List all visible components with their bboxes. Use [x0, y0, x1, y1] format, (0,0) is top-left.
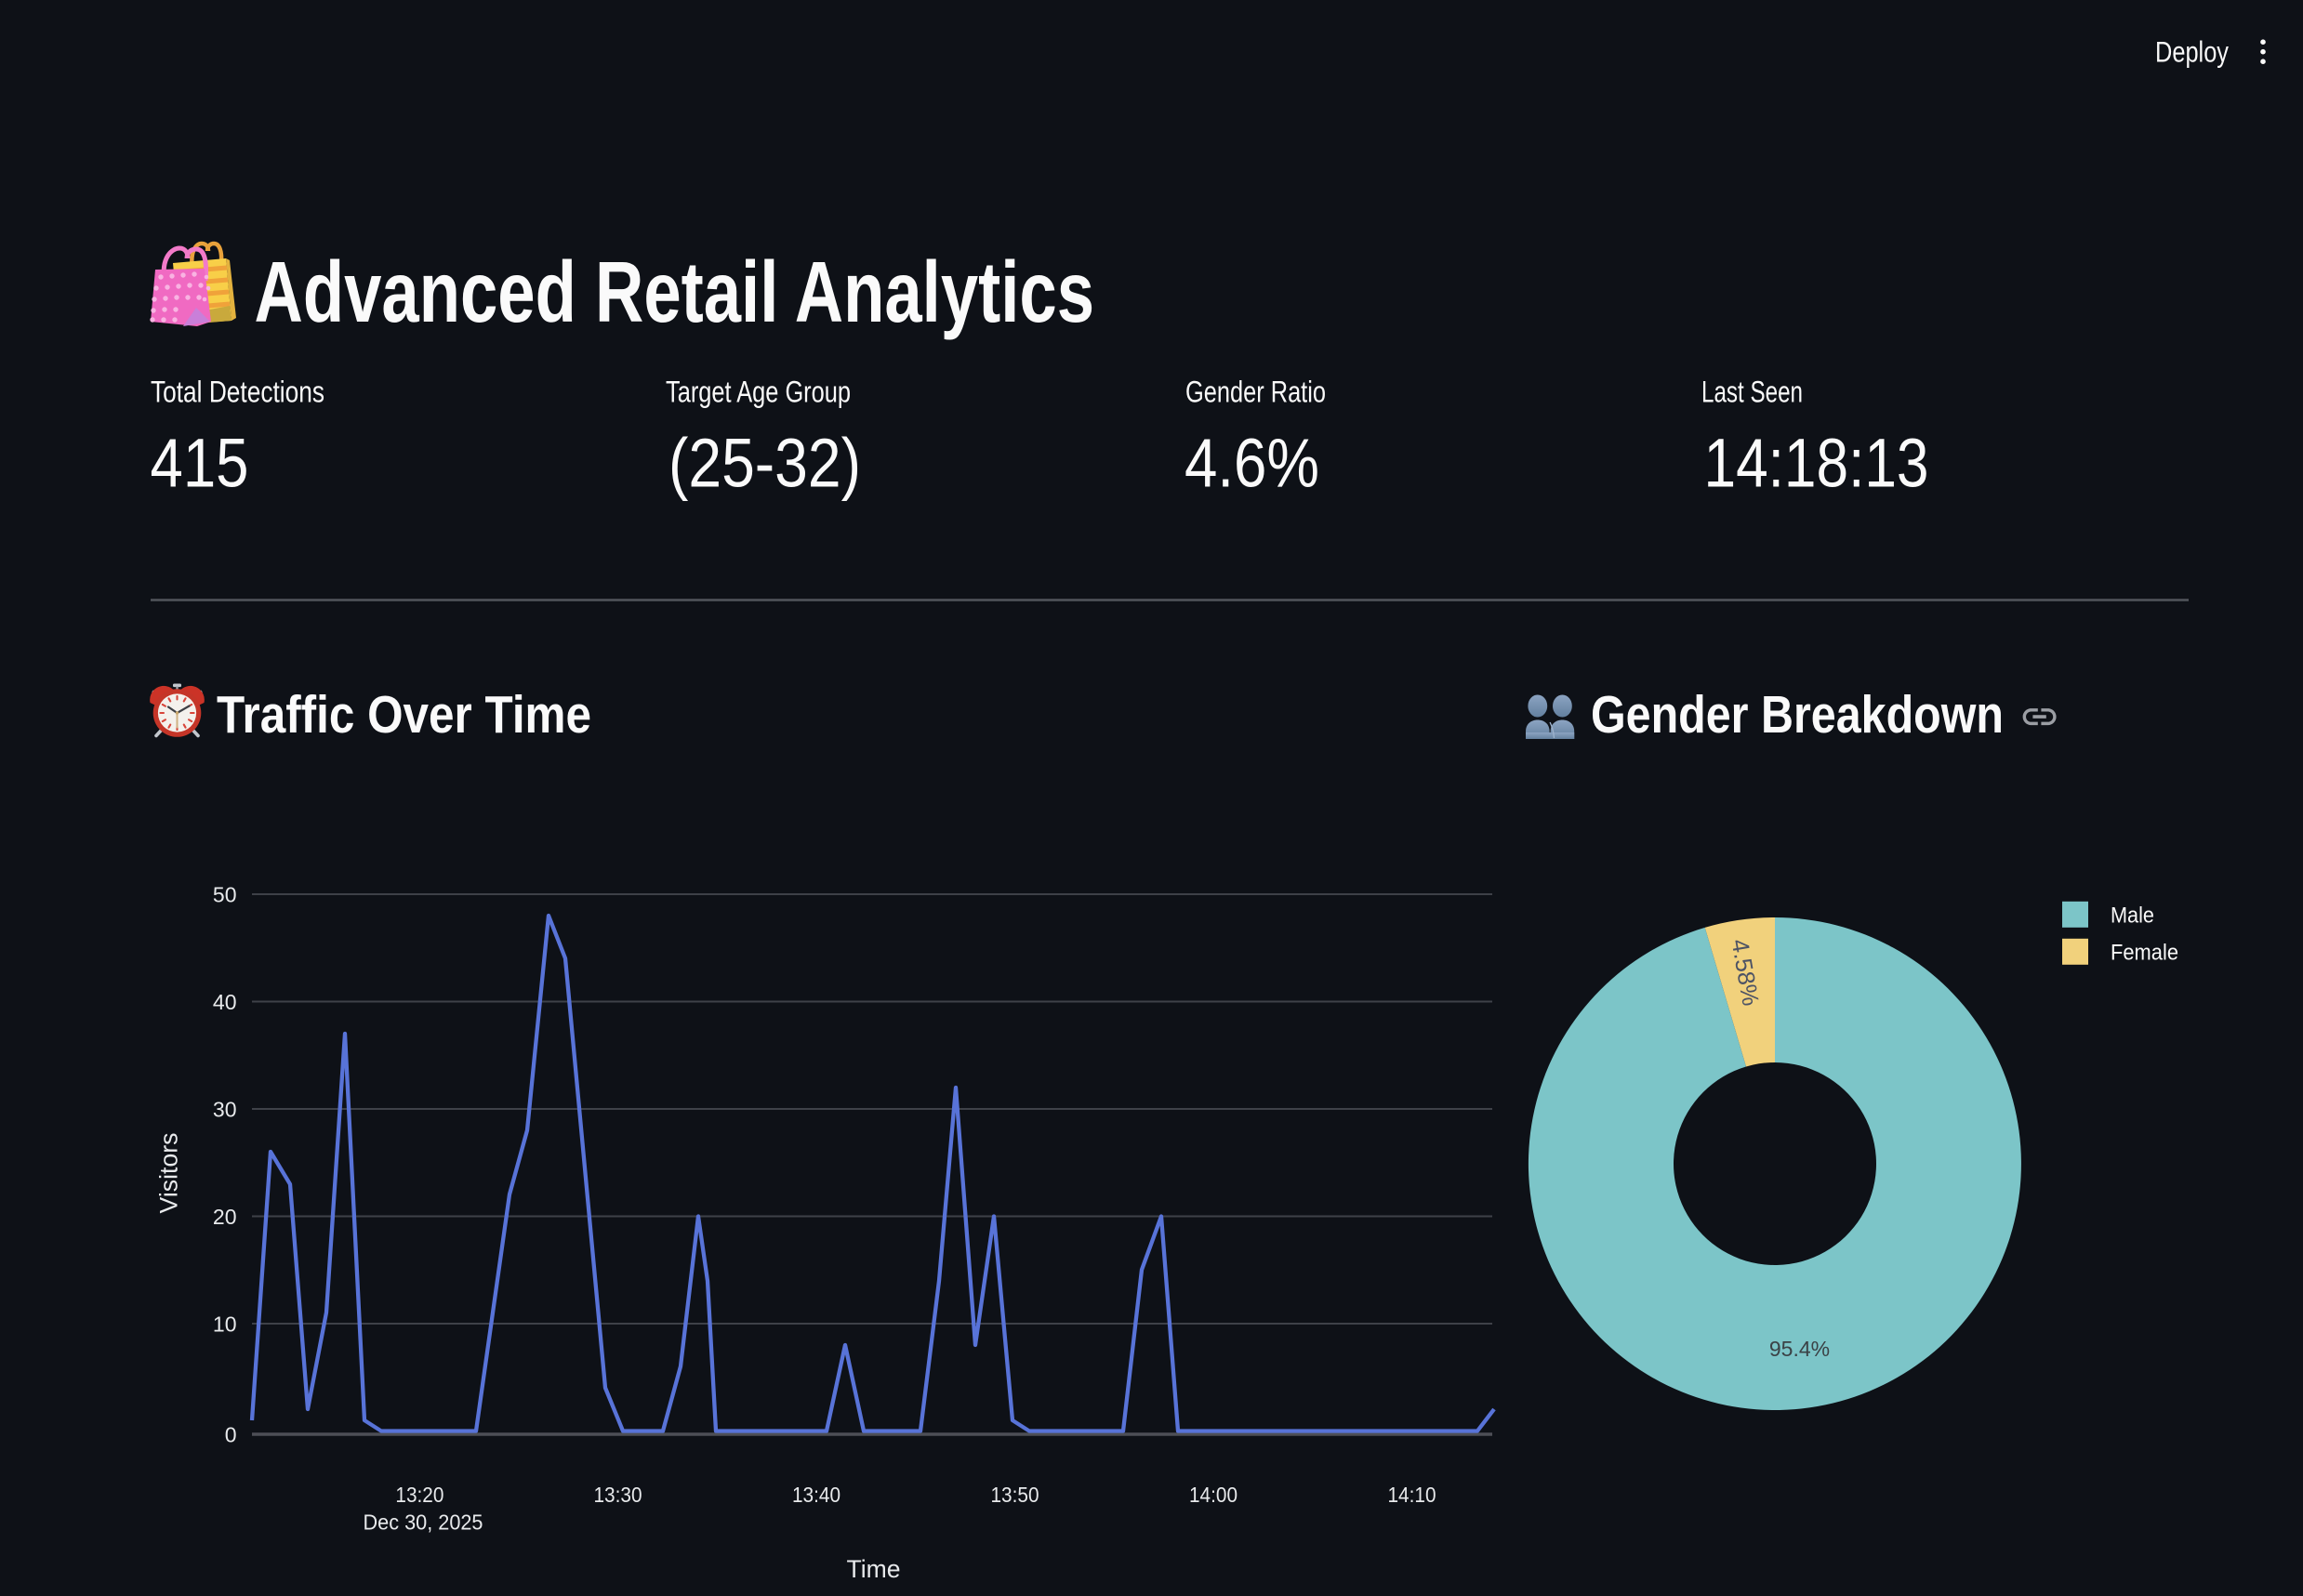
svg-text:415: 415 — [151, 425, 249, 502]
svg-text:40: 40 — [213, 990, 237, 1014]
svg-text:Gender Breakdown: Gender Breakdown — [1591, 685, 2004, 745]
svg-text:0: 0 — [225, 1422, 237, 1446]
svg-text:13:30: 13:30 — [594, 1483, 642, 1507]
svg-text:14:10: 14:10 — [1388, 1483, 1436, 1507]
svg-text:20: 20 — [213, 1205, 237, 1229]
svg-text:13:40: 13:40 — [792, 1483, 840, 1507]
svg-text:Target Age Group: Target Age Group — [666, 375, 851, 408]
svg-text:Advanced Retail Analytics: Advanced Retail Analytics — [255, 244, 1095, 340]
svg-text:95.4%: 95.4% — [1769, 1337, 1830, 1361]
svg-text:Male: Male — [2111, 904, 2154, 929]
svg-text:Time: Time — [847, 1555, 901, 1583]
svg-text:10: 10 — [213, 1312, 237, 1336]
svg-text:14:18:13: 14:18:13 — [1704, 425, 1929, 502]
svg-text:Visitors: Visitors — [155, 1133, 183, 1214]
svg-text:30: 30 — [213, 1097, 237, 1121]
svg-text:(25-32): (25-32) — [668, 425, 861, 502]
svg-text:Gender Ratio: Gender Ratio — [1185, 375, 1326, 408]
svg-text:Total Detections: Total Detections — [151, 375, 324, 408]
svg-text:Deploy: Deploy — [2155, 34, 2229, 68]
svg-text:13:50: 13:50 — [991, 1483, 1039, 1507]
svg-text:50: 50 — [213, 882, 237, 906]
svg-text:Female: Female — [2111, 941, 2178, 966]
svg-text:4.6%: 4.6% — [1185, 425, 1319, 502]
svg-text:14:00: 14:00 — [1189, 1483, 1238, 1507]
svg-text:Last Seen: Last Seen — [1701, 375, 1803, 408]
svg-text:13:20: 13:20 — [395, 1483, 443, 1507]
svg-text:Dec 30, 2025: Dec 30, 2025 — [364, 1510, 483, 1534]
svg-text:Traffic Over Time: Traffic Over Time — [217, 685, 591, 745]
